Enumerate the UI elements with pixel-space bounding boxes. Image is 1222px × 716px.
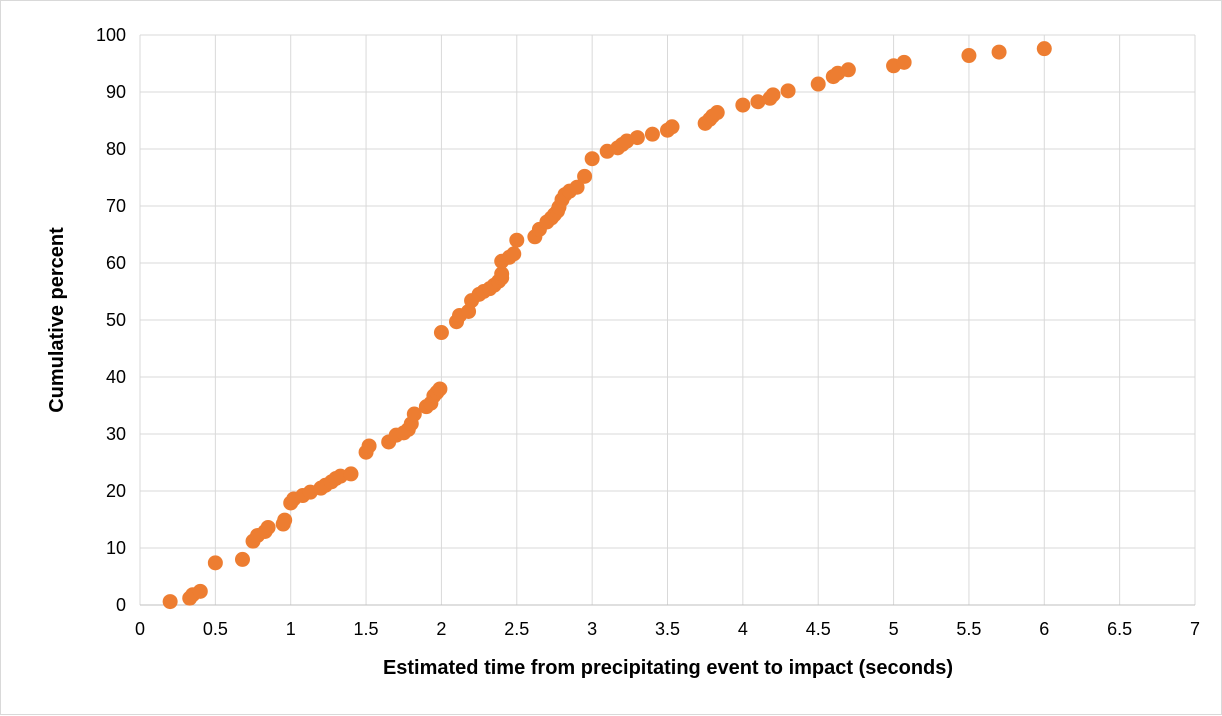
data-point <box>840 62 856 78</box>
data-point <box>765 87 781 103</box>
y-tick-labels: 0 10 20 30 40 50 60 70 80 90 100 <box>96 25 126 615</box>
y-tick-label: 90 <box>106 82 126 102</box>
y-tick-label: 20 <box>106 481 126 501</box>
data-point <box>406 406 422 422</box>
y-tick-label: 70 <box>106 196 126 216</box>
data-point <box>810 76 826 92</box>
data-points <box>162 41 1052 610</box>
x-tick-label: 0.5 <box>203 619 228 639</box>
data-point <box>509 232 525 248</box>
data-point <box>260 519 276 535</box>
x-tick-label: 5 <box>889 619 899 639</box>
x-tick-label: 3.5 <box>655 619 680 639</box>
data-point <box>433 325 449 341</box>
data-point <box>584 151 600 167</box>
y-tick-label: 40 <box>106 367 126 387</box>
y-tick-label: 100 <box>96 25 126 45</box>
data-point <box>644 126 660 142</box>
data-point <box>780 83 796 99</box>
x-tick-label: 2.5 <box>504 619 529 639</box>
data-point <box>709 105 725 121</box>
x-tick-label: 2 <box>436 619 446 639</box>
data-point <box>735 97 751 113</box>
x-tick-label: 1 <box>286 619 296 639</box>
data-point <box>361 438 377 454</box>
y-tick-label: 30 <box>106 424 126 444</box>
x-tick-labels: 0 0.5 1 1.5 2 2.5 3 3.5 4 4.5 5 5.5 6 6.5 7 <box>135 619 1200 639</box>
data-point <box>277 512 293 528</box>
data-point <box>432 381 448 397</box>
data-point <box>664 119 680 135</box>
x-tick-label: 4.5 <box>806 619 831 639</box>
x-tick-label: 3 <box>587 619 597 639</box>
gridlines <box>139 34 1196 606</box>
data-point <box>1036 41 1052 57</box>
data-point <box>577 168 593 184</box>
y-tick-label: 0 <box>116 595 126 615</box>
data-point <box>629 130 645 146</box>
y-axis-title: Cumulative percent <box>46 227 68 413</box>
data-point <box>961 48 977 64</box>
x-tick-label: 6.5 <box>1107 619 1132 639</box>
data-point <box>192 583 208 599</box>
y-tick-label: 10 <box>106 538 126 558</box>
data-point <box>991 44 1007 60</box>
x-tick-label: 1.5 <box>354 619 379 639</box>
x-axis-title: Estimated time from precipitating event … <box>383 657 953 679</box>
data-point <box>162 594 178 610</box>
data-point <box>506 246 522 262</box>
y-tick-label: 60 <box>106 253 126 273</box>
y-tick-label: 50 <box>106 310 126 330</box>
x-tick-label: 5.5 <box>956 619 981 639</box>
x-tick-label: 6 <box>1039 619 1049 639</box>
data-point <box>494 266 510 282</box>
data-point <box>207 555 223 571</box>
data-point <box>896 54 912 70</box>
data-point <box>343 466 359 482</box>
data-point <box>750 94 766 110</box>
y-tick-label: 80 <box>106 139 126 159</box>
x-tick-label: 4 <box>738 619 748 639</box>
data-point <box>569 179 585 195</box>
data-point <box>234 551 250 567</box>
x-tick-label: 0 <box>135 619 145 639</box>
x-tick-label: 7 <box>1190 619 1200 639</box>
